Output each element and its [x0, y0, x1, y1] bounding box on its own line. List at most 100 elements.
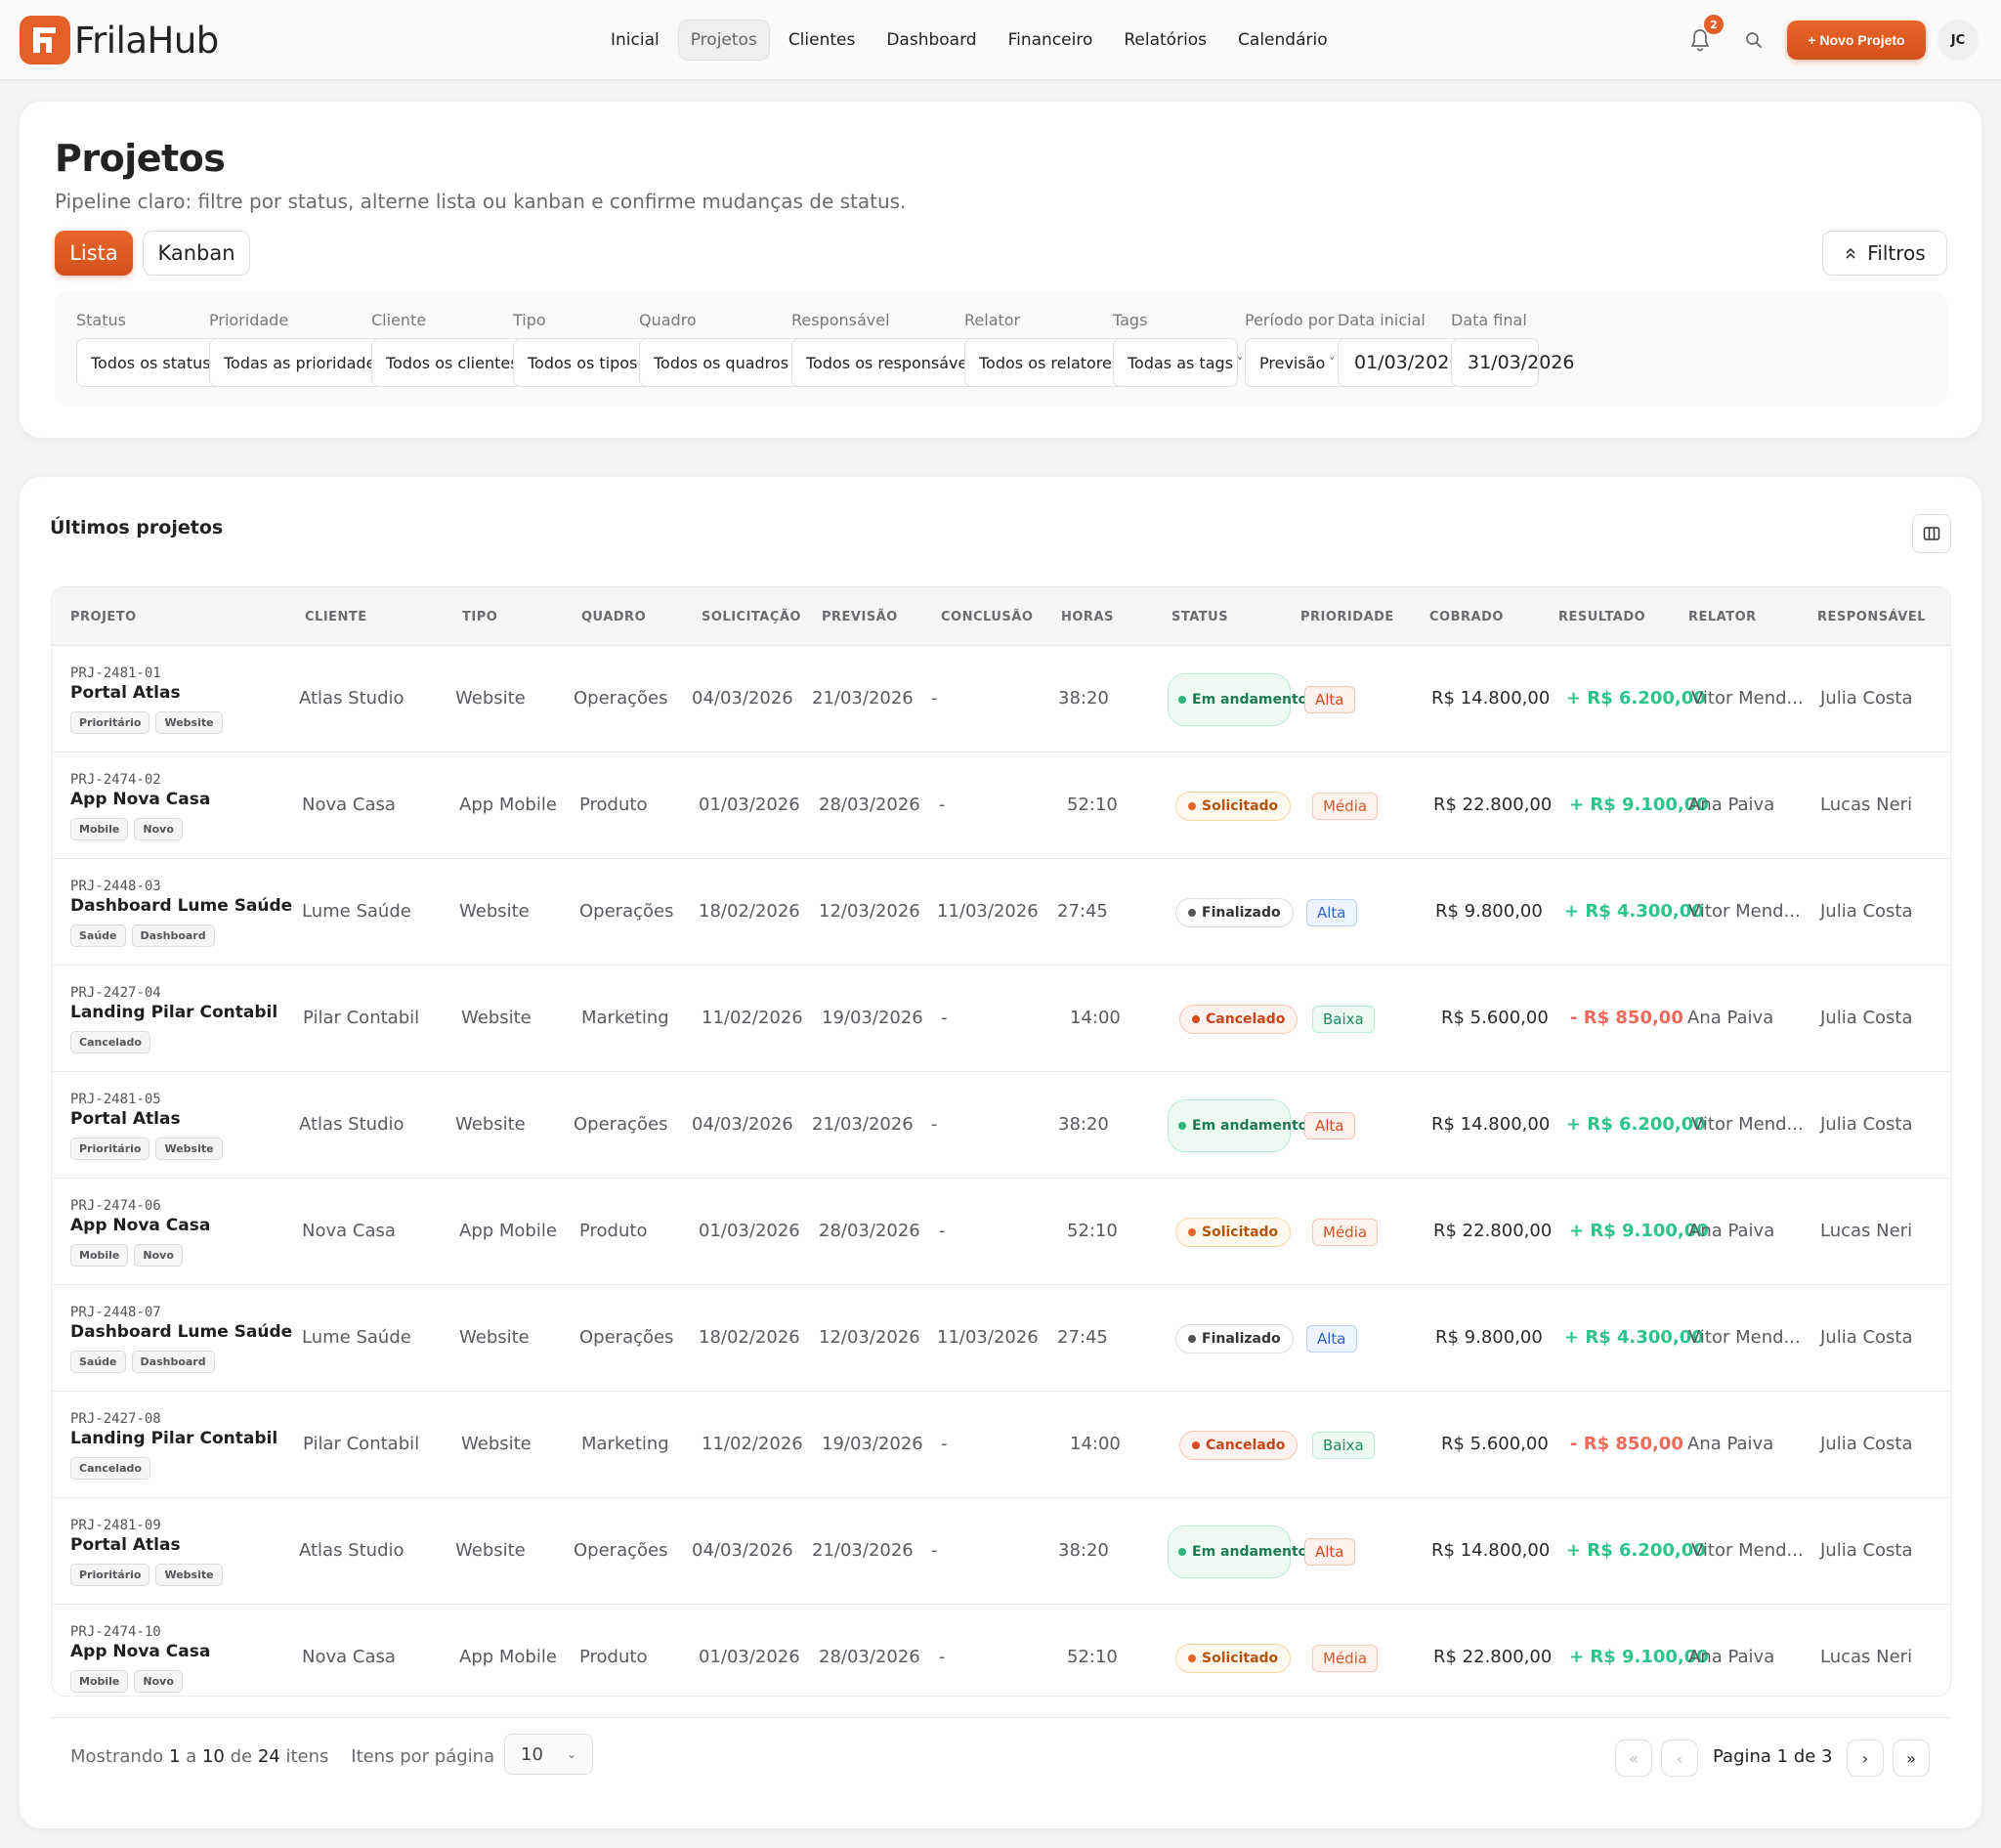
- table-header: PROJETO CLIENTE TIPO QUADRO SOLICITAÇÃO PREVI…: [52, 587, 1950, 646]
- user-avatar[interactable]: JC: [1937, 20, 1979, 61]
- per-page-select[interactable]: 10 ⌄: [504, 1734, 593, 1775]
- tag-badge: Novo: [134, 1244, 183, 1267]
- new-project-button[interactable]: + Novo Projeto: [1787, 21, 1926, 60]
- list-view-button[interactable]: Lista: [55, 231, 133, 276]
- hours-cell: 52:10: [1067, 795, 1118, 815]
- hours-cell: 38:20: [1058, 688, 1109, 709]
- bell-icon[interactable]: [1688, 27, 1712, 53]
- filters-toggle-button[interactable]: Filtros: [1822, 231, 1947, 276]
- status-label: Solicitado: [1202, 1225, 1279, 1240]
- page-subtitle: Pipeline claro: filtre por status, alter…: [55, 190, 907, 213]
- forecast-date-cell: 12/03/2026: [819, 901, 920, 922]
- table-row[interactable]: PRJ-2481-01 Portal Atlas Prioritário Websit…: [52, 646, 1950, 752]
- type-cell: Website: [461, 1434, 532, 1454]
- charged-cell: R$ 9.800,00: [1435, 1327, 1543, 1348]
- project-code: PRJ-2427-08: [70, 1411, 161, 1427]
- project-name: Landing Pilar Contabil: [70, 1429, 278, 1448]
- status-badge[interactable]: Solicitado: [1175, 792, 1292, 821]
- column-header-status[interactable]: STATUS: [1171, 610, 1229, 624]
- showing-prefix: Mostrando: [70, 1746, 164, 1767]
- filter-select[interactable]: Todos os tipos˅: [513, 338, 660, 387]
- column-header-responsável[interactable]: RESPONSÁVEL: [1817, 610, 1926, 624]
- filter-value: Todos os quadros: [654, 353, 789, 372]
- filter-select[interactable]: Todas as tags ˅: [1113, 338, 1243, 387]
- status-label: Finalizado: [1202, 905, 1281, 921]
- column-header-quadro[interactable]: QUADRO: [581, 610, 647, 624]
- column-header-solicitação[interactable]: SOLICITAÇÃO: [702, 610, 801, 624]
- column-header-projeto[interactable]: PROJETO: [70, 610, 137, 624]
- next-page-button[interactable]: ›: [1847, 1740, 1884, 1777]
- status-badge[interactable]: Finalizado: [1175, 1324, 1294, 1354]
- filter-value: 31/03/2026: [1468, 352, 1575, 373]
- frilahub-logo-icon: [20, 16, 70, 64]
- status-badge[interactable]: Cancelado: [1179, 1005, 1299, 1034]
- first-page-button[interactable]: «: [1615, 1740, 1652, 1777]
- tag-badge: Mobile: [70, 1670, 129, 1693]
- result-cell: - R$ 850,00: [1570, 1434, 1683, 1454]
- column-header-prioridade[interactable]: PRIORIDADE: [1300, 610, 1394, 624]
- column-header-previsão[interactable]: PREVISÃO: [822, 610, 898, 624]
- columns-icon: [1923, 527, 1940, 540]
- column-header-resultado[interactable]: RESULTADO: [1558, 610, 1646, 624]
- table-row[interactable]: PRJ-2481-05 Portal Atlas Prioritário Websit…: [52, 1072, 1950, 1179]
- nav-item-clientes[interactable]: Clientes: [788, 30, 856, 50]
- nav-item-calendário[interactable]: Calendário: [1238, 30, 1328, 50]
- priority-badge: Baixa: [1312, 1432, 1375, 1459]
- status-badge[interactable]: Finalizado: [1175, 898, 1294, 927]
- nav-item-dashboard[interactable]: Dashboard: [886, 30, 977, 50]
- date-filter-input[interactable]: 31/03/2026: [1451, 338, 1575, 387]
- table-row[interactable]: PRJ-2474-02 App Nova Casa Mobile Novo Nova C…: [52, 752, 1950, 859]
- nav-item-financeiro[interactable]: Financeiro: [1007, 30, 1093, 50]
- nav-item-inicial[interactable]: Inicial: [611, 30, 660, 50]
- board-cell: Operações: [574, 1114, 668, 1135]
- project-code: PRJ-2481-09: [70, 1518, 161, 1533]
- nav-item-projetos[interactable]: Projetos: [677, 20, 770, 61]
- columns-toggle-button[interactable]: [1912, 514, 1951, 553]
- status-badge[interactable]: Solicitado: [1175, 1644, 1292, 1673]
- footer-divider: [51, 1717, 1951, 1718]
- board-cell: Operações: [574, 1540, 668, 1561]
- table-row[interactable]: PRJ-2481-09 Portal Atlas Prioritário Websit…: [52, 1498, 1950, 1605]
- table-row[interactable]: PRJ-2474-10 App Nova Casa Mobile Novo Nova C…: [52, 1605, 1950, 1696]
- column-header-tipo[interactable]: TIPO: [462, 610, 498, 624]
- status-badge[interactable]: Cancelado: [1179, 1431, 1299, 1460]
- main-nav: Inicial Projetos Clientes Dashboard Financei…: [598, 20, 1341, 61]
- status-dot: [1188, 802, 1196, 810]
- client-cell: Nova Casa: [302, 1221, 396, 1241]
- filter-select[interactable]: Todos os relatores˅: [964, 338, 1132, 387]
- result-cell: + R$ 4.300,00: [1564, 1327, 1704, 1348]
- tag-badge: Novo: [134, 1670, 183, 1693]
- owner-cell: Julia Costa: [1820, 1114, 1913, 1135]
- board-cell: Produto: [579, 795, 648, 815]
- table-row[interactable]: PRJ-2427-04 Landing Pilar Contabil Cancela…: [52, 966, 1950, 1072]
- filter-label: Responsável: [791, 311, 890, 329]
- table-row[interactable]: PRJ-2448-07 Dashboard Lume Saúde Saúde Dash…: [52, 1285, 1950, 1392]
- column-header-horas[interactable]: HORAS: [1061, 610, 1114, 624]
- status-dot: [1178, 1122, 1186, 1130]
- table-row[interactable]: PRJ-2474-06 App Nova Casa Mobile Novo Nova C…: [52, 1179, 1950, 1285]
- search-icon[interactable]: [1744, 30, 1764, 50]
- board-cell: Produto: [579, 1647, 648, 1667]
- status-badge[interactable]: Solicitado: [1175, 1218, 1292, 1247]
- filter-label: Status: [76, 311, 126, 329]
- charged-cell: R$ 14.800,00: [1431, 1540, 1551, 1561]
- nav-item-relatórios[interactable]: Relatórios: [1124, 30, 1208, 50]
- column-header-relator[interactable]: RELATOR: [1688, 610, 1757, 624]
- result-cell: + R$ 9.100,00: [1569, 1647, 1709, 1667]
- status-badge[interactable]: Em andamento: [1168, 1526, 1307, 1578]
- prev-page-button[interactable]: ‹: [1661, 1740, 1698, 1777]
- table-row[interactable]: PRJ-2427-08 Landing Pilar Contabil Cancela…: [52, 1392, 1950, 1498]
- status-badge[interactable]: Em andamento: [1168, 673, 1307, 726]
- last-page-button[interactable]: »: [1893, 1740, 1930, 1777]
- chevron-down-icon: ˅: [1237, 356, 1244, 369]
- table-row[interactable]: PRJ-2448-03 Dashboard Lume Saúde Saúde Dash…: [52, 859, 1950, 966]
- app-logo[interactable]: FrilaHub: [20, 16, 219, 64]
- kanban-view-button[interactable]: Kanban: [143, 231, 250, 276]
- projects-table: PROJETO CLIENTE TIPO QUADRO SOLICITAÇÃO PREVI…: [51, 586, 1951, 1697]
- column-header-conclusão[interactable]: CONCLUSÃO: [941, 610, 1034, 624]
- column-header-cliente[interactable]: CLIENTE: [305, 610, 367, 624]
- status-badge[interactable]: Em andamento: [1168, 1099, 1307, 1152]
- type-cell: Website: [461, 1008, 532, 1028]
- column-header-cobrado[interactable]: COBRADO: [1429, 610, 1504, 624]
- type-cell: Website: [455, 688, 526, 709]
